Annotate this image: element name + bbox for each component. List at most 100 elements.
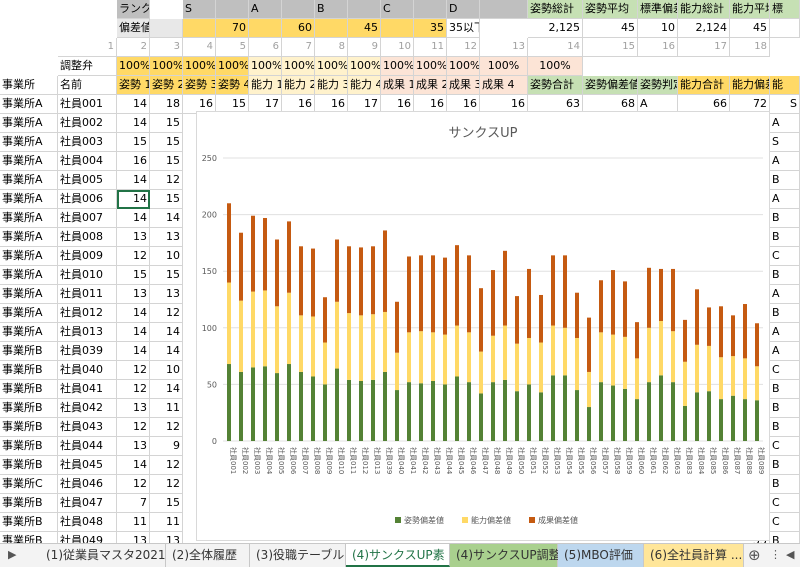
adjust-value[interactable]: 100% <box>348 57 381 76</box>
table-cell[interactable]: 12 <box>117 475 150 494</box>
adjust-value[interactable]: 100% <box>315 57 348 76</box>
table-cell[interactable]: 社員048 <box>58 513 117 532</box>
table-cell[interactable]: 16 <box>117 152 150 171</box>
table-cell[interactable]: B <box>770 475 800 494</box>
table-cell[interactable]: 15 <box>117 133 150 152</box>
table-cell[interactable]: C <box>770 494 800 513</box>
more-options-icon[interactable]: ⋮ <box>770 548 781 561</box>
scroll-left-icon[interactable]: ◀ <box>786 548 795 561</box>
grid-cell[interactable] <box>348 0 381 19</box>
table-cell[interactable]: 社員001 <box>58 95 117 114</box>
table-cell[interactable]: 14 <box>150 209 183 228</box>
adjust-value[interactable]: 100% <box>249 57 282 76</box>
table-cell[interactable]: 10 <box>150 361 183 380</box>
table-cell[interactable]: B <box>770 380 800 399</box>
table-cell[interactable]: B <box>770 266 800 285</box>
table-cell[interactable]: 14 <box>117 171 150 190</box>
grid-cell[interactable] <box>381 19 414 38</box>
table-cell[interactable]: A <box>770 190 800 209</box>
stats-value[interactable]: 2,125 <box>528 19 583 38</box>
grid-cell[interactable] <box>249 19 282 38</box>
table-cell[interactable]: 社員011 <box>58 285 117 304</box>
adjust-value[interactable]: 100% <box>414 57 447 76</box>
table-cell[interactable]: 社員012 <box>58 304 117 323</box>
table-cell[interactable]: 事業所A <box>0 190 58 209</box>
table-cell[interactable]: 事業所A <box>0 133 58 152</box>
table-cell[interactable]: 15 <box>150 152 183 171</box>
table-cell[interactable]: 社員049 <box>58 532 117 543</box>
table-cell[interactable]: A <box>770 285 800 304</box>
table-cell[interactable]: 事業所B <box>0 494 58 513</box>
table-cell[interactable]: B <box>770 171 800 190</box>
stats-value[interactable] <box>770 19 800 38</box>
table-cell[interactable]: 11 <box>150 513 183 532</box>
grid-cell[interactable] <box>183 19 216 38</box>
table-cell[interactable]: 13 <box>150 285 183 304</box>
grid-cell[interactable] <box>282 0 315 19</box>
table-cell[interactable]: 14 <box>150 323 183 342</box>
table-cell[interactable]: A <box>770 342 800 361</box>
table-cell[interactable]: 15 <box>150 266 183 285</box>
rank-threshold-value[interactable]: 70 <box>216 19 249 38</box>
grid-cell[interactable] <box>480 0 528 19</box>
rank-d-threshold[interactable]: 35以下 <box>447 19 480 38</box>
table-cell[interactable]: 事業所B <box>0 380 58 399</box>
table-cell[interactable]: 14 <box>117 114 150 133</box>
table-cell[interactable]: 社員003 <box>58 133 117 152</box>
table-cell[interactable]: 9 <box>150 437 183 456</box>
tab-employee-master[interactable]: (1)従業員マスタ2021 <box>40 544 166 567</box>
table-cell[interactable]: 12 <box>117 380 150 399</box>
adjust-value[interactable]: 100% <box>381 57 414 76</box>
table-cell[interactable]: 社員007 <box>58 209 117 228</box>
table-cell[interactable]: C <box>770 513 800 532</box>
table-cell[interactable]: 13 <box>117 285 150 304</box>
table-cell[interactable]: 事業所A <box>0 304 58 323</box>
table-cell[interactable]: 事業所A <box>0 247 58 266</box>
table-cell[interactable]: 社員009 <box>58 247 117 266</box>
table-cell[interactable]: 14 <box>117 456 150 475</box>
table-cell[interactable]: 15 <box>150 494 183 513</box>
table-cell[interactable]: 11 <box>117 513 150 532</box>
table-cell[interactable]: 12 <box>117 418 150 437</box>
table-cell[interactable]: 13 <box>150 228 183 247</box>
tab-thanks-up-raw[interactable]: (4)サンクスUP素 <box>346 544 450 567</box>
chart-thanks-up[interactable]: サンクスUP 0 50 100 150 200 250 社員001 社員002 社員003 社員0… <box>196 111 770 541</box>
table-cell[interactable]: 事業所A <box>0 323 58 342</box>
table-cell[interactable]: 14 <box>117 209 150 228</box>
rank-threshold-value[interactable]: 60 <box>282 19 315 38</box>
tab-all-employee-calc[interactable]: (6)全社員計算 ... <box>644 544 744 567</box>
grid-cell[interactable] <box>315 19 348 38</box>
table-cell[interactable]: 14 <box>117 304 150 323</box>
add-sheet-icon[interactable]: ⊕ <box>748 546 761 564</box>
table-cell[interactable]: 15 <box>150 133 183 152</box>
table-cell[interactable]: C <box>770 437 800 456</box>
table-cell[interactable]: 事業所B <box>0 456 58 475</box>
table-cell[interactable]: 18 <box>150 95 183 114</box>
table-cell[interactable]: B <box>770 532 800 543</box>
table-cell[interactable]: 12 <box>150 475 183 494</box>
adjust-value[interactable]: 100% <box>528 57 583 76</box>
table-cell[interactable]: 事業所B <box>0 361 58 380</box>
table-cell[interactable]: 社員004 <box>58 152 117 171</box>
adjust-value[interactable]: 100% <box>117 57 150 76</box>
selected-cell[interactable]: 14 <box>117 190 150 209</box>
table-cell[interactable]: 12 <box>150 304 183 323</box>
table-cell[interactable]: 社員010 <box>58 266 117 285</box>
table-cell[interactable]: S <box>770 95 800 114</box>
table-cell[interactable]: 社員005 <box>58 171 117 190</box>
table-cell[interactable]: A <box>770 323 800 342</box>
table-cell[interactable]: B <box>770 209 800 228</box>
table-cell[interactable]: 社員013 <box>58 323 117 342</box>
table-cell[interactable]: 11 <box>150 399 183 418</box>
table-cell[interactable]: 社員040 <box>58 361 117 380</box>
table-cell[interactable]: 事業所A <box>0 209 58 228</box>
table-cell[interactable]: 社員047 <box>58 494 117 513</box>
table-cell[interactable]: B <box>770 399 800 418</box>
grid-cell[interactable] <box>216 0 249 19</box>
table-cell[interactable]: 14 <box>150 380 183 399</box>
table-cell[interactable]: 社員041 <box>58 380 117 399</box>
table-cell[interactable]: 事業所A <box>0 171 58 190</box>
table-cell[interactable]: 社員045 <box>58 456 117 475</box>
table-cell[interactable]: 事業所A <box>0 266 58 285</box>
table-cell[interactable]: 14 <box>117 323 150 342</box>
